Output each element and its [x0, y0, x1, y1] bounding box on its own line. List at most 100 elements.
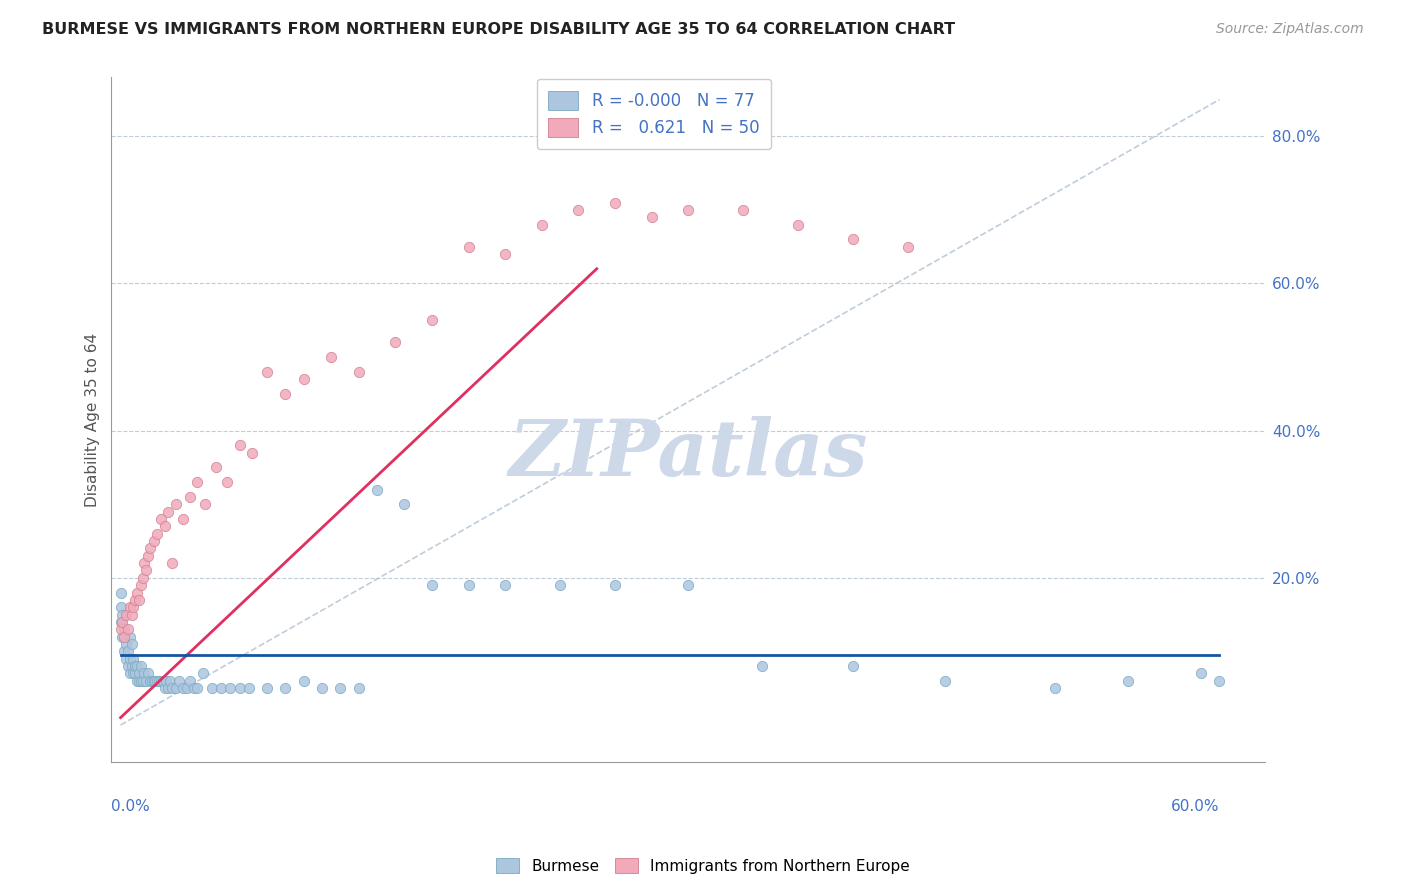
Point	[152, 673, 174, 688]
Point	[548, 578, 571, 592]
Point	[751, 659, 773, 673]
Point	[228, 438, 250, 452]
Point	[131, 673, 153, 688]
Point	[111, 607, 134, 622]
Point	[139, 673, 162, 688]
Point	[678, 578, 700, 592]
Point	[146, 673, 169, 688]
Point	[110, 600, 132, 615]
Point	[209, 681, 232, 696]
Point	[129, 659, 152, 673]
Point	[733, 202, 755, 217]
Point	[121, 607, 143, 622]
Point	[118, 600, 141, 615]
Point	[934, 673, 956, 688]
Point	[128, 666, 150, 681]
Point	[897, 240, 920, 254]
Point	[194, 497, 217, 511]
Point	[115, 652, 138, 666]
Point	[121, 637, 143, 651]
Point	[204, 460, 226, 475]
Point	[191, 666, 214, 681]
Point	[228, 681, 250, 696]
Point	[641, 211, 664, 225]
Point	[165, 681, 187, 696]
Point	[842, 232, 865, 246]
Point	[256, 365, 278, 379]
Point	[149, 673, 172, 688]
Point	[384, 335, 406, 350]
Point	[145, 673, 167, 688]
Point	[153, 681, 176, 696]
Point	[129, 673, 152, 688]
Point	[122, 666, 145, 681]
Point	[242, 446, 264, 460]
Text: 60.0%: 60.0%	[1171, 799, 1219, 814]
Point	[125, 585, 148, 599]
Point	[135, 673, 157, 688]
Point	[136, 549, 159, 563]
Point	[125, 659, 148, 673]
Point	[292, 372, 315, 386]
Point	[134, 666, 156, 681]
Point	[420, 578, 443, 592]
Point	[494, 247, 516, 261]
Point	[136, 666, 159, 681]
Point	[186, 681, 208, 696]
Point	[347, 365, 370, 379]
Point	[111, 630, 134, 644]
Point	[179, 490, 201, 504]
Point	[128, 673, 150, 688]
Point	[394, 497, 416, 511]
Point	[1116, 673, 1139, 688]
Point	[125, 673, 148, 688]
Point	[215, 475, 238, 490]
Point	[457, 578, 479, 592]
Point	[112, 630, 135, 644]
Point	[457, 240, 479, 254]
Point	[567, 202, 589, 217]
Point	[148, 673, 170, 688]
Point	[603, 578, 626, 592]
Point	[128, 593, 150, 607]
Point	[238, 681, 260, 696]
Point	[678, 202, 700, 217]
Point	[157, 505, 180, 519]
Point	[117, 623, 139, 637]
Point	[1043, 681, 1066, 696]
Point	[201, 681, 224, 696]
Text: Source: ZipAtlas.com: Source: ZipAtlas.com	[1216, 22, 1364, 37]
Point	[256, 681, 278, 696]
Point	[122, 600, 145, 615]
Point	[157, 681, 180, 696]
Legend: Burmese, Immigrants from Northern Europe: Burmese, Immigrants from Northern Europe	[491, 852, 915, 880]
Point	[155, 673, 177, 688]
Point	[186, 475, 208, 490]
Point	[110, 615, 132, 629]
Point	[149, 512, 172, 526]
Text: ZIPatlas: ZIPatlas	[509, 416, 868, 492]
Point	[115, 607, 138, 622]
Point	[494, 578, 516, 592]
Point	[1208, 673, 1230, 688]
Point	[176, 681, 198, 696]
Point	[179, 673, 201, 688]
Point	[117, 644, 139, 658]
Point	[530, 218, 553, 232]
Point	[118, 666, 141, 681]
Point	[117, 659, 139, 673]
Point	[131, 571, 153, 585]
Point	[219, 681, 242, 696]
Point	[787, 218, 810, 232]
Point	[118, 630, 141, 644]
Point	[135, 564, 157, 578]
Point	[112, 623, 135, 637]
Text: BURMESE VS IMMIGRANTS FROM NORTHERN EUROPE DISABILITY AGE 35 TO 64 CORRELATION C: BURMESE VS IMMIGRANTS FROM NORTHERN EURO…	[42, 22, 955, 37]
Point	[172, 681, 194, 696]
Point	[366, 483, 388, 497]
Point	[141, 673, 163, 688]
Point	[124, 659, 146, 673]
Point	[139, 541, 162, 556]
Point	[603, 195, 626, 210]
Point	[122, 652, 145, 666]
